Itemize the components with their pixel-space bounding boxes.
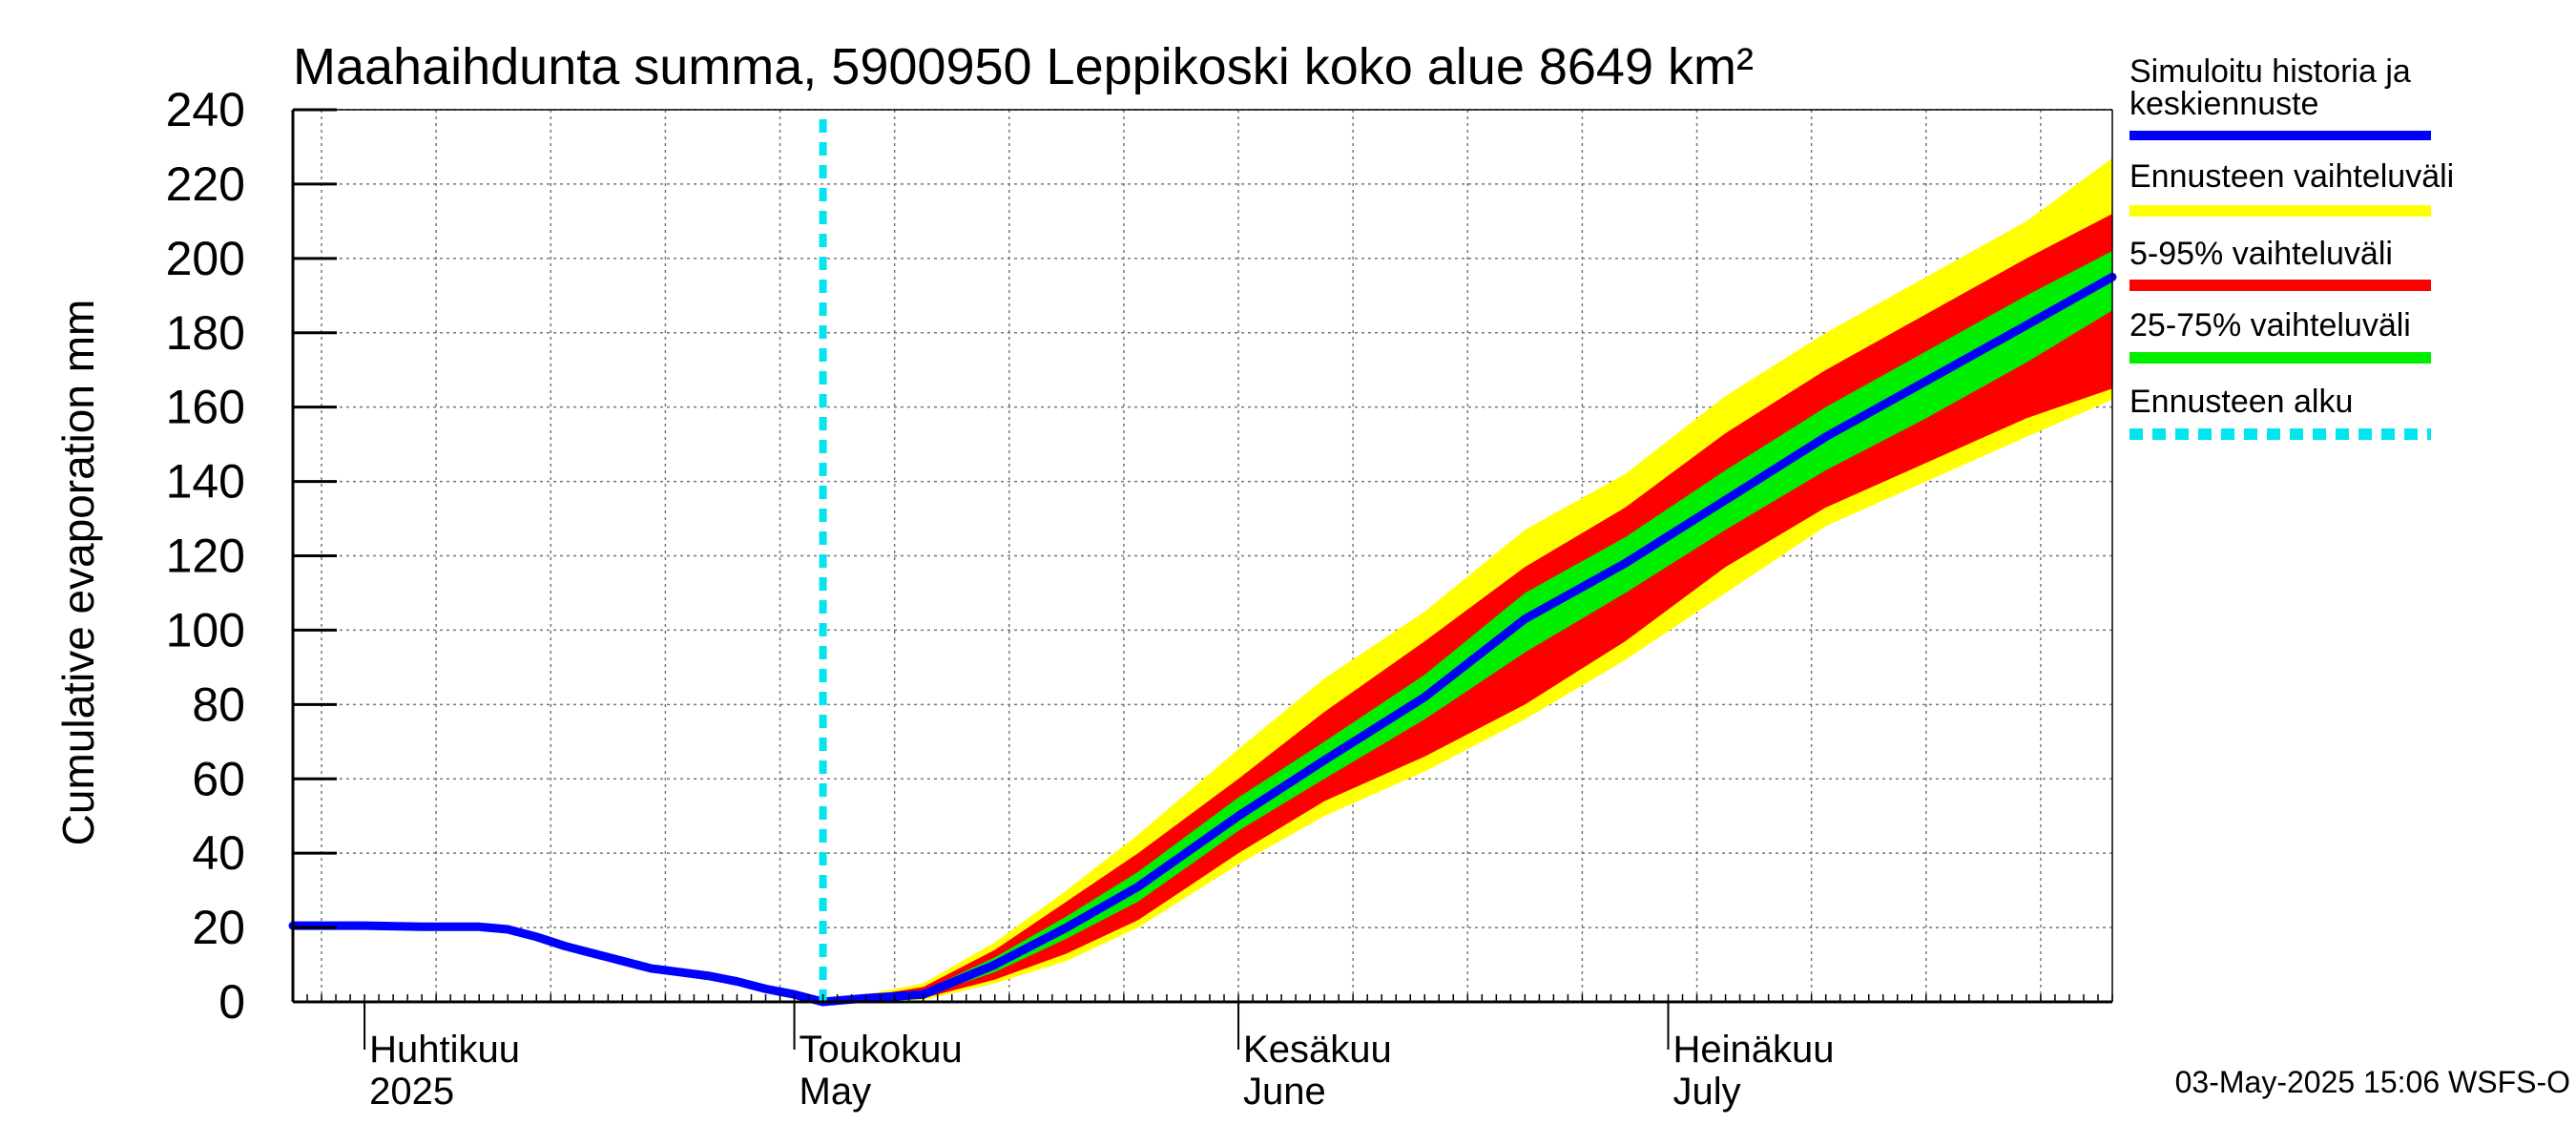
- y-tick-label: 220: [166, 157, 245, 211]
- x-month-label-en: June: [1243, 1071, 1326, 1113]
- band-5-95: [822, 214, 2112, 1003]
- legend-label: Ennusteen vaihteluväli: [2129, 158, 2454, 195]
- y-tick-label: 60: [192, 752, 245, 805]
- footer-timestamp: 03-May-2025 15:06 WSFS-O: [2175, 1065, 2570, 1099]
- x-month-label-en: 2025: [369, 1071, 454, 1113]
- band-full-range: [822, 157, 2112, 1003]
- chart-title: Maahaihdunta summa, 5900950 Leppikoski k…: [293, 38, 1754, 95]
- y-tick-label: 180: [166, 306, 245, 360]
- forecast-mean-line: [819, 272, 2117, 1007]
- legend-label-history-cont: keskiennuste: [2129, 86, 2318, 122]
- y-tick-label: 100: [166, 603, 245, 656]
- x-month-label-fi: Heinäkuu: [1673, 1029, 1835, 1071]
- legend-label: 25-75% vaihteluväli: [2129, 307, 2411, 344]
- x-month-label-fi: Kesäkuu: [1243, 1029, 1392, 1071]
- x-month-label-en: July: [1673, 1071, 1741, 1113]
- plot-area: [288, 109, 2117, 1007]
- x-month-label-en: May: [800, 1071, 872, 1113]
- y-tick-label: 160: [166, 381, 245, 434]
- y-tick-label: 120: [166, 530, 245, 583]
- axes: 0 20 40 60 80 100 120 140 160 180 200 220 240 Huhtiku…: [166, 83, 2113, 1113]
- legend-label: 5-95% vaihteluväli: [2129, 236, 2393, 272]
- y-tick-label: 140: [166, 455, 245, 509]
- legend-label: Ennusteen alku: [2129, 384, 2353, 420]
- y-tick-label: 240: [166, 83, 245, 136]
- y-tick-label: 200: [166, 232, 245, 285]
- y-tick-label: 0: [218, 975, 245, 1029]
- x-month-label-fi: Toukokuu: [800, 1029, 963, 1071]
- history-line: [288, 921, 828, 1007]
- legend-label-history: Simuloitu historia ja: [2129, 53, 2411, 90]
- x-month-label-fi: Huhtikuu: [369, 1029, 520, 1071]
- y-tick-label: 80: [192, 677, 245, 731]
- band-25-75: [822, 251, 2112, 1003]
- y-axis-label: Cumulative evaporation mm: [53, 300, 103, 846]
- y-tick-label: 40: [192, 826, 245, 880]
- y-tick-label: 20: [192, 901, 245, 954]
